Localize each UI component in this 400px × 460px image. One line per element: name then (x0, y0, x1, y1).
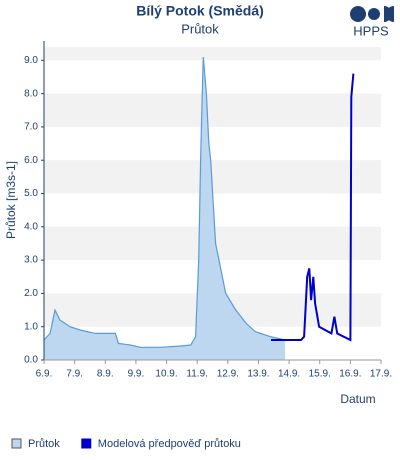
legend: Průtok Modelová předpověď průtoku (11, 438, 241, 450)
logo-text: HPPS (353, 23, 389, 38)
area-fill (44, 57, 286, 360)
x-tick-label: 8.9. (97, 369, 114, 380)
y-tick-label: 3.0 (24, 255, 38, 266)
x-tick-label: 11.9. (186, 369, 208, 380)
plot (43, 56, 355, 360)
x-axis-title: Datum (340, 392, 375, 406)
chart-title: Bílý Potok (Smědá) (136, 3, 264, 19)
y-tick-label: 4.0 (24, 221, 38, 232)
x-tick-label: 6.9. (36, 369, 53, 380)
x-tick-label: 12.9. (217, 369, 239, 380)
x-tick-label: 17.9. (370, 369, 392, 380)
y-tick-label: 5.0 (24, 188, 38, 199)
chart-subtitle: Průtok (181, 21, 219, 36)
x-tick-label: 7.9. (66, 369, 83, 380)
area-line (43, 56, 286, 348)
legend-swatch (81, 438, 92, 449)
y-tick-label: 1.0 (24, 321, 38, 332)
x-tick-label: 9.9. (128, 369, 145, 380)
legend-swatch (11, 438, 22, 449)
y-tick-label: 9.0 (24, 55, 38, 66)
y-tick-label: 8.0 (24, 88, 38, 99)
y-axis-title: Průtok [m3s-1] (4, 161, 18, 239)
x-tick-label: 14.9. (278, 369, 300, 380)
x-tick-label: 16.9. (339, 369, 361, 380)
x-tick-label: 13.9. (247, 369, 269, 380)
y-tick-label: 2.0 (24, 288, 38, 299)
forecast-line (271, 73, 355, 342)
logo (350, 6, 394, 22)
y-tick-label: 6.0 (24, 155, 38, 166)
legend-label: Průtok (28, 438, 60, 450)
legend-label: Modelová předpověď průtoku (98, 438, 241, 450)
x-tick-label: 15.9. (309, 369, 331, 380)
x-tick-label: 10.9. (155, 369, 177, 380)
grid-band (44, 93, 381, 127)
y-tick-label: 7.0 (24, 122, 38, 133)
y-tick-label: 0.0 (24, 355, 38, 366)
grid-band (44, 47, 381, 61)
